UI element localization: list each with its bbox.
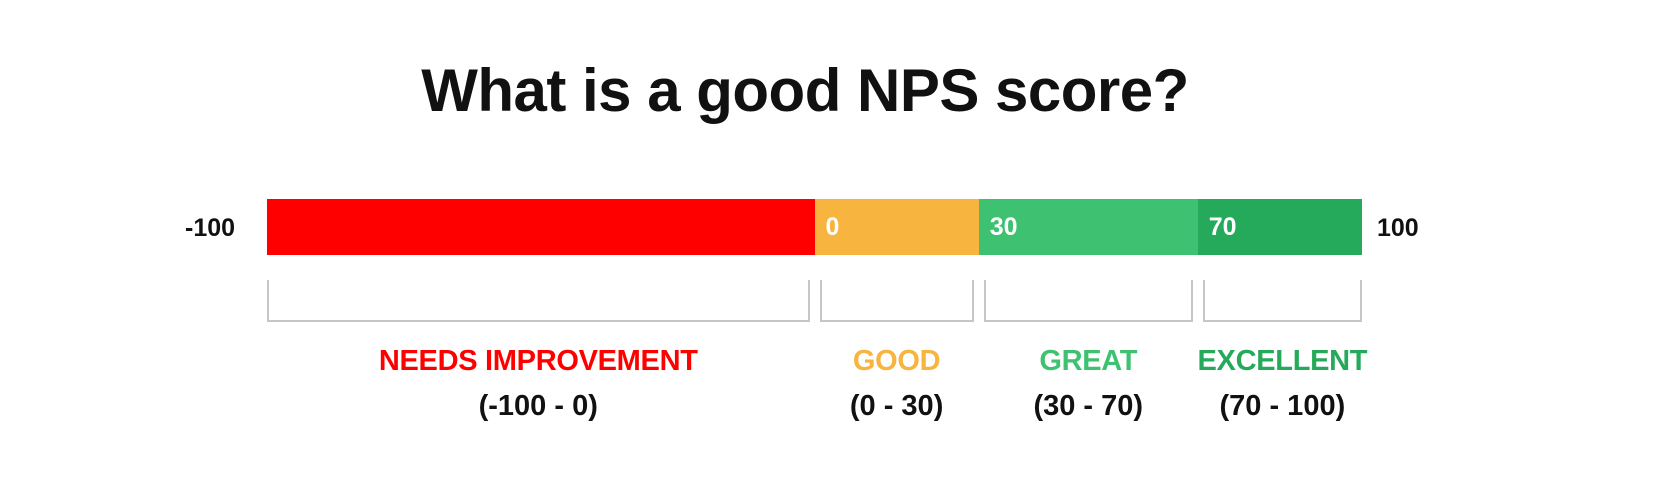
- scale-min-label: -100: [185, 214, 236, 242]
- segment-start-label: 0: [825, 213, 840, 241]
- category-range: (30 - 70): [1033, 390, 1144, 422]
- nps-scale-bar: 0 30 70: [267, 199, 1362, 255]
- segment-great: 30: [978, 199, 1198, 255]
- bracket-excellent: [1202, 280, 1362, 322]
- category-great: GREAT (30 - 70): [908, 341, 1268, 426]
- category-name: GREAT: [1039, 345, 1138, 377]
- category-name: NEEDS IMPROVEMENT: [378, 345, 698, 377]
- scale-max-label: 100: [1377, 214, 1419, 242]
- bracket-great: [983, 280, 1193, 322]
- category-range: (0 - 30): [849, 390, 944, 422]
- category-good: GOOD (0 - 30): [717, 341, 1077, 426]
- category-excellent: EXCELLENT (70 - 100): [1102, 341, 1462, 426]
- bracket-good: [819, 280, 974, 322]
- segment-start-label: 70: [1208, 213, 1237, 241]
- segment-start-label: 30: [989, 213, 1018, 241]
- bracket-needs-improvement: [267, 280, 810, 322]
- page-title: What is a good NPS score?: [421, 57, 1189, 124]
- segment-needs-improvement: [267, 199, 815, 255]
- category-needs-improvement: NEEDS IMPROVEMENT (-100 - 0): [358, 341, 718, 426]
- category-range: (70 - 100): [1219, 390, 1346, 422]
- category-name: EXCELLENT: [1197, 345, 1368, 377]
- category-range: (-100 - 0): [478, 390, 598, 422]
- segment-excellent: 70: [1197, 199, 1362, 255]
- category-name: GOOD: [852, 345, 941, 377]
- segment-good: 0: [814, 199, 979, 255]
